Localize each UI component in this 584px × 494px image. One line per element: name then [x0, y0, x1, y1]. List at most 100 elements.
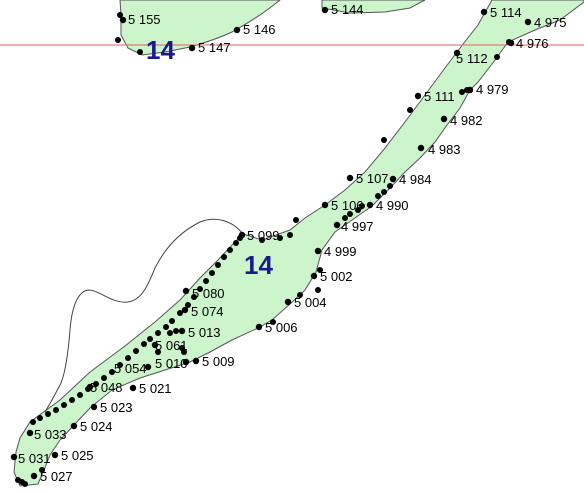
boundary-vertex[interactable]: [381, 189, 387, 195]
boundary-vertex[interactable]: [277, 235, 283, 241]
boundary-vertex[interactable]: [197, 286, 203, 292]
boundary-vertex[interactable]: [39, 467, 45, 473]
boundary-vertex[interactable]: [53, 407, 59, 413]
boundary-vertex[interactable]: [147, 336, 153, 342]
survey-point-p5114[interactable]: [480, 8, 488, 16]
boundary-vertex[interactable]: [259, 237, 265, 243]
survey-point-p5010[interactable]: [182, 358, 190, 366]
survey-point-p5146[interactable]: [233, 26, 241, 34]
survey-point-p5111[interactable]: [414, 92, 422, 100]
survey-point-p4982[interactable]: [440, 115, 448, 123]
boundary-vertex[interactable]: [237, 235, 243, 241]
boundary-vertex[interactable]: [115, 37, 121, 43]
boundary-vertex[interactable]: [185, 302, 191, 308]
boundary-vertex[interactable]: [109, 369, 115, 375]
boundary-vertex[interactable]: [297, 292, 303, 298]
survey-point-p5031[interactable]: [10, 453, 18, 461]
survey-point-p5106[interactable]: [321, 201, 329, 209]
boundary-vertex[interactable]: [117, 12, 123, 18]
boundary-vertex[interactable]: [169, 318, 175, 324]
boundary-vertex[interactable]: [293, 217, 299, 223]
boundary-vertex[interactable]: [270, 319, 276, 325]
boundary-vertex[interactable]: [287, 232, 293, 238]
survey-point-p5080[interactable]: [182, 287, 190, 295]
boundary-vertex[interactable]: [117, 362, 123, 368]
survey-point-p5006[interactable]: [255, 323, 263, 331]
boundary-vertex[interactable]: [137, 49, 143, 55]
boundary-vertex[interactable]: [181, 349, 187, 355]
survey-point-p5061[interactable]: [151, 341, 159, 349]
survey-point-p5054[interactable]: [144, 363, 152, 371]
survey-point-p5144[interactable]: [321, 6, 329, 14]
survey-point-p5155[interactable]: [119, 16, 127, 24]
point-label-p5010: 5 010: [155, 356, 188, 371]
boundary-vertex[interactable]: [506, 39, 512, 45]
survey-point-p4984[interactable]: [389, 175, 397, 183]
boundary-vertex[interactable]: [209, 270, 215, 276]
survey-point-p5147[interactable]: [188, 44, 196, 52]
boundary-vertex[interactable]: [69, 397, 75, 403]
survey-point-p4983[interactable]: [417, 144, 425, 152]
boundary-vertex[interactable]: [347, 211, 353, 217]
boundary-vertex[interactable]: [407, 107, 413, 113]
boundary-vertex[interactable]: [163, 324, 169, 330]
boundary-vertex[interactable]: [221, 254, 227, 260]
boundary-vertex[interactable]: [85, 386, 91, 392]
survey-point-p5004[interactable]: [284, 298, 292, 306]
boundary-vertex[interactable]: [317, 267, 323, 273]
boundary-vertex[interactable]: [30, 419, 36, 425]
survey-point-p4997[interactable]: [333, 221, 341, 229]
boundary-vertex[interactable]: [167, 330, 173, 336]
survey-point-p5074[interactable]: [181, 306, 189, 314]
survey-point-p5013[interactable]: [178, 327, 186, 335]
boundary-vertex[interactable]: [387, 183, 393, 189]
boundary-vertex[interactable]: [141, 341, 147, 347]
zone-label-upper: 14: [146, 35, 175, 65]
boundary-vertex[interactable]: [233, 240, 239, 246]
boundary-vertex[interactable]: [125, 355, 131, 361]
boundary-vertex[interactable]: [459, 89, 465, 95]
boundary-vertex[interactable]: [177, 310, 183, 316]
boundary-vertex[interactable]: [155, 330, 161, 336]
survey-point-p4975[interactable]: [524, 18, 532, 26]
survey-point-p5027[interactable]: [30, 472, 38, 480]
survey-point-p5002[interactable]: [310, 272, 318, 280]
parcel-upper-mid[interactable]: [321, 0, 426, 14]
point-label-p5024: 5 024: [80, 419, 113, 434]
survey-point-p5024[interactable]: [70, 422, 78, 430]
boundary-vertex[interactable]: [191, 294, 197, 300]
survey-point-p5112[interactable]: [453, 49, 461, 57]
survey-point-p4999[interactable]: [314, 247, 322, 255]
boundary-vertex[interactable]: [381, 137, 387, 143]
boundary-vertex[interactable]: [155, 349, 161, 355]
boundary-vertex[interactable]: [227, 247, 233, 253]
boundary-vertex[interactable]: [342, 215, 348, 221]
parcel-upper-left[interactable]: [119, 0, 281, 56]
boundary-vertex[interactable]: [359, 203, 365, 209]
boundary-vertex[interactable]: [61, 402, 67, 408]
boundary-vertex[interactable]: [355, 207, 361, 213]
boundary-vertex[interactable]: [173, 328, 179, 334]
boundary-vertex[interactable]: [22, 481, 28, 487]
survey-point-p5023[interactable]: [90, 403, 98, 411]
point-label-p5013: 5 013: [188, 325, 221, 340]
survey-point-p5009[interactable]: [192, 357, 200, 365]
boundary-vertex[interactable]: [37, 415, 43, 421]
point-label-p5025: 5 025: [61, 448, 94, 463]
survey-point-p4990[interactable]: [366, 201, 374, 209]
boundary-vertex[interactable]: [375, 193, 381, 199]
boundary-vertex[interactable]: [101, 375, 107, 381]
survey-point-p5021[interactable]: [129, 384, 137, 392]
boundary-vertex[interactable]: [93, 381, 99, 387]
survey-point-p5033[interactable]: [26, 429, 34, 437]
survey-point-p5025[interactable]: [51, 451, 59, 459]
boundary-vertex[interactable]: [203, 278, 209, 284]
boundary-vertex[interactable]: [315, 287, 321, 293]
boundary-vertex[interactable]: [45, 411, 51, 417]
boundary-vertex[interactable]: [215, 262, 221, 268]
boundary-vertex[interactable]: [133, 348, 139, 354]
boundary-vertex[interactable]: [494, 54, 500, 60]
boundary-vertex[interactable]: [464, 87, 470, 93]
survey-point-p5107[interactable]: [346, 174, 354, 182]
boundary-vertex[interactable]: [77, 392, 83, 398]
